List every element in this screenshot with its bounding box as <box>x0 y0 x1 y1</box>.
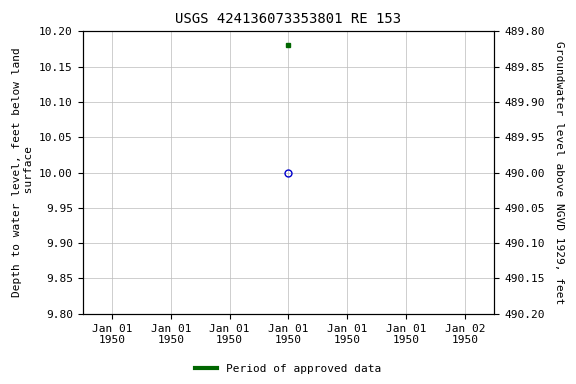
Y-axis label: Groundwater level above NGVD 1929, feet: Groundwater level above NGVD 1929, feet <box>554 41 564 304</box>
Title: USGS 424136073353801 RE 153: USGS 424136073353801 RE 153 <box>176 12 401 26</box>
Legend: Period of approved data: Period of approved data <box>191 359 385 379</box>
Y-axis label: Depth to water level, feet below land
 surface: Depth to water level, feet below land su… <box>12 48 33 298</box>
